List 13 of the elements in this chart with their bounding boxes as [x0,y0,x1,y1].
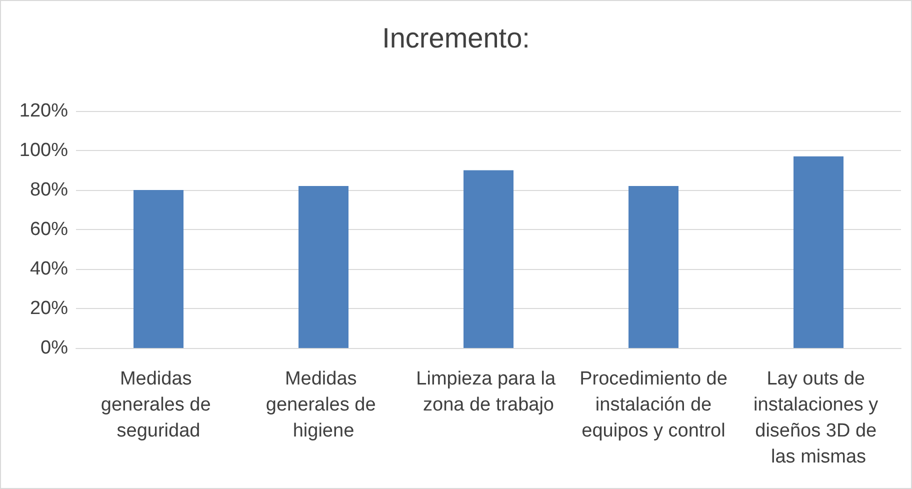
y-tick-label: 20% [30,298,68,319]
x-tick-label: Medidas generales de higiene [266,368,382,442]
x-tick-label: Medidas generales de seguridad [100,368,216,442]
x-tick-label: Limpieza para la zona de trabajo [416,368,561,416]
y-tick-label: 40% [30,258,68,280]
x-tick-label: Procedimiento de instalación de equipos y control [580,368,728,442]
x-tick-label: Lay outs de instalaciones y diseños 3D de las mismas [754,368,884,468]
y-tick-label: 120% [19,100,68,122]
chart-title: Incremento: [382,22,530,54]
y-tick-label: 0% [40,338,68,358]
y-tick-label: 80% [30,180,68,200]
y-tick-label: 100% [19,140,68,161]
y-tick-label: 60% [30,219,68,240]
